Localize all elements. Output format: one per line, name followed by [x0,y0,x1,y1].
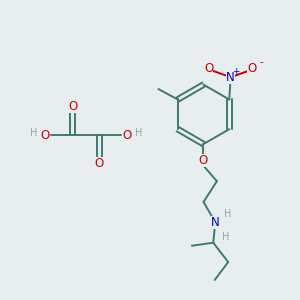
Text: O: O [122,129,132,142]
Text: H: H [30,128,37,138]
Text: O: O [247,62,256,75]
Text: N: N [226,71,235,84]
Text: O: O [204,62,213,75]
Text: H: H [135,128,142,138]
Text: O: O [95,157,104,170]
Text: H: H [222,232,230,242]
Text: O: O [199,154,208,167]
Text: N: N [211,216,220,229]
Text: H: H [224,209,231,219]
Text: +: + [232,67,239,76]
Text: -: - [259,57,263,67]
Text: O: O [68,100,77,113]
Text: O: O [40,129,50,142]
